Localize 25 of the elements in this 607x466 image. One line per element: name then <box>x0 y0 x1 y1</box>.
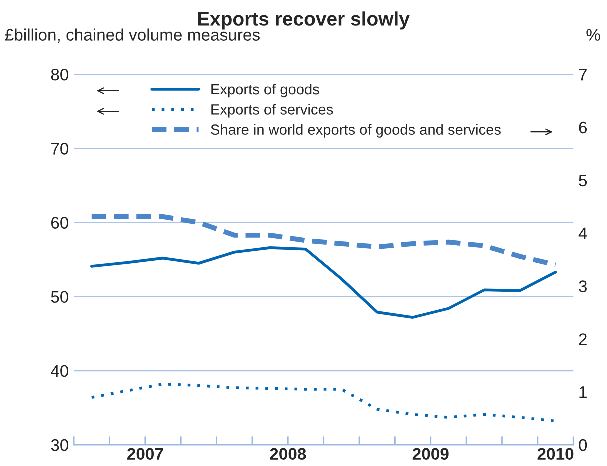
y-tick-label: 30 <box>51 439 69 452</box>
y-tick-label: 70 <box>52 143 69 155</box>
line-series <box>90 246 558 319</box>
y2-tick-label: 4 <box>578 228 588 240</box>
y-tick-label: 50 <box>51 291 69 304</box>
y2-tick-label: 5 <box>579 174 588 187</box>
x-tick-label: 2007 <box>127 448 164 460</box>
x-tick-label: 2009 <box>412 448 449 460</box>
y-tick-label: 60 <box>52 217 69 229</box>
y-axis-title: £billion, chained volume measures <box>5 28 260 43</box>
x-tick-label: 2010 <box>538 448 574 460</box>
y2-tick-label: 6 <box>579 122 588 134</box>
legend-label: Share in world exports of goods and services <box>211 124 501 138</box>
y2-tick-label: 0 <box>579 439 588 452</box>
y2-tick-label: 3 <box>579 280 588 292</box>
y2-tick-label: 7 <box>579 69 587 81</box>
chart-title: Exports recover slowly <box>198 12 410 30</box>
legend-label: Exports of services <box>212 104 334 118</box>
y2-tick-label: 1 <box>580 386 587 398</box>
y-tick-label: 40 <box>51 365 69 378</box>
legend-label: Exports of goods <box>212 84 320 98</box>
y-tick-label: 80 <box>51 68 69 81</box>
y2-tick-label: 2 <box>579 334 587 346</box>
x-tick-label: 2008 <box>270 448 306 460</box>
y2-axis-title: % <box>586 29 600 41</box>
